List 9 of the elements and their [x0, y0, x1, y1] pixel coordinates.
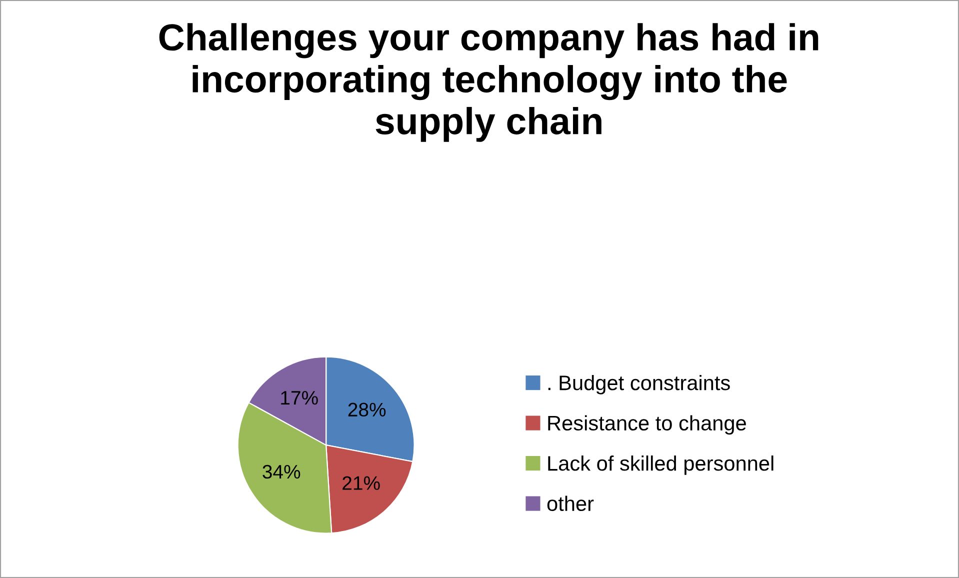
legend-label: Lack of skilled personnel [548, 455, 774, 475]
chart-title: Challenges your company has had in incorporating technology into the supply chain [159, 23, 818, 142]
data-label: 34% [262, 464, 300, 479]
legend-label: . Budget constraints [548, 374, 730, 394]
data-label: 28% [348, 402, 386, 417]
legend-label: Resistance to change [548, 415, 746, 435]
data-label: 21% [342, 476, 380, 490]
legend-label: other [547, 496, 594, 512]
data-label: 17% [281, 391, 318, 405]
